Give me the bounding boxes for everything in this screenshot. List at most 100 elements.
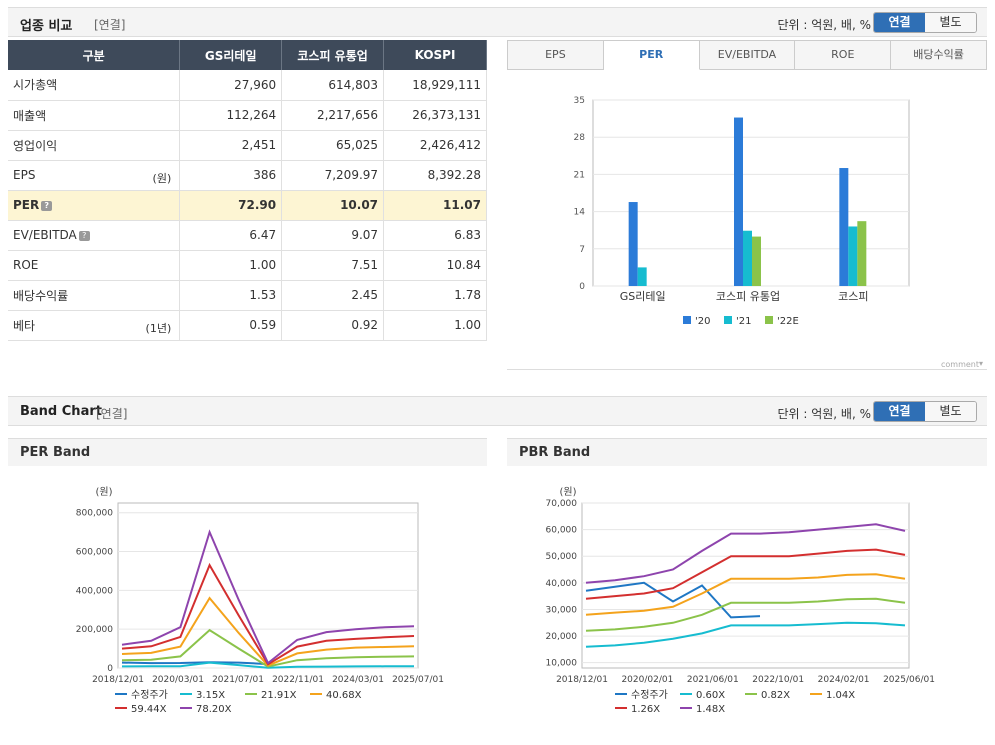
bar	[752, 236, 761, 286]
comment-bar: comment ▾	[507, 358, 987, 370]
row-label: EPS	[13, 168, 36, 182]
y-tick-label: 800,000	[76, 509, 113, 519]
x-tick-label: 2025/06/01	[883, 675, 935, 685]
x-tick-label: 코스피	[838, 290, 868, 303]
row-label: ROE	[13, 258, 39, 272]
row-label: 시가총액	[13, 78, 58, 93]
compare-header: 업종 비교 [연결] 단위 : 억원, 배, % 연결 별도	[8, 7, 987, 37]
table-cell: 1.00	[179, 250, 283, 281]
tab-roe[interactable]: ROE	[795, 40, 892, 70]
bar	[848, 226, 858, 286]
legend-label: '20	[695, 316, 710, 327]
legend-swatch	[724, 316, 732, 324]
series-line	[585, 597, 906, 632]
compare-sub: [연결]	[94, 18, 126, 32]
col-header: 코스피 유통업	[281, 40, 385, 70]
table-cell: 1.00	[383, 310, 487, 341]
compare-table: 구분 GS리테일 코스피 유통업 KOSPI 시가총액 27,960 614,803…	[8, 40, 487, 341]
plot-area	[581, 502, 910, 669]
table-row: EPS (원) 386 7,209.97 8,392.28	[8, 160, 487, 191]
legend-swatch	[683, 316, 691, 324]
y-tick-label: 7	[579, 245, 585, 255]
table-cell: 11.07	[383, 190, 487, 221]
legend-label: 수정주가	[631, 689, 668, 701]
row-unit: (1년)	[145, 321, 172, 335]
bar	[734, 117, 743, 286]
y-tick-label: 60,000	[546, 526, 578, 536]
row-label: PER	[13, 198, 40, 212]
compare-unit: 단위 : 억원, 배, %	[777, 18, 871, 32]
y-tick-label: 600,000	[76, 548, 113, 558]
table-cell: 2.45	[281, 280, 385, 311]
tab-per[interactable]: PER	[603, 40, 700, 70]
per-band-chart: (원) 0 200,000 400,000 600,000 800,000 2018/12/…	[76, 486, 444, 715]
bar	[857, 221, 867, 286]
series-line	[121, 529, 415, 665]
legend-label: 수정주가	[131, 689, 168, 701]
table-row: 영업이익 2,451 65,025 2,426,412	[8, 130, 487, 161]
series-line	[585, 523, 906, 584]
y-tick-label: 35	[574, 96, 585, 106]
y-tick-label: 30,000	[546, 605, 578, 615]
row-label-cell: EV/EBITDA?	[8, 220, 181, 251]
bar	[637, 267, 647, 286]
tab-eps[interactable]: EPS	[507, 40, 604, 70]
table-cell: 614,803	[281, 70, 385, 101]
table-row: 배당수익률 1.53 2.45 1.78	[8, 280, 487, 311]
table-cell: 6.83	[383, 220, 487, 251]
legend-label: 1.48X	[696, 704, 725, 715]
bar	[839, 168, 849, 286]
col-header: GS리테일	[179, 40, 283, 70]
band-header: Band Chart [연결] 단위 : 억원, 배, % 연결 별도	[8, 396, 987, 426]
band-toggle: 연결 별도	[873, 401, 977, 422]
band-consolidated-button[interactable]: 연결	[874, 402, 925, 421]
series-line	[585, 581, 761, 619]
series-line	[121, 596, 415, 667]
table-cell: 2,217,656	[281, 100, 385, 131]
table-cell: 72.90	[179, 190, 283, 221]
x-tick-label: 2024/02/01	[818, 675, 870, 685]
help-icon[interactable]: ?	[41, 200, 53, 211]
pbr-band-chart: (원) 10,000 20,000 30,000 40,000 50,000 60,000 7…	[546, 486, 935, 715]
separate-button[interactable]: 별도	[925, 13, 976, 32]
x-tick-label: 코스피 유통업	[716, 290, 780, 303]
x-tick-label: 2018/12/01	[92, 675, 144, 685]
table-cell: 0.59	[179, 310, 283, 341]
table-cell: 112,264	[179, 100, 283, 131]
tab-ev-ebitda[interactable]: EV/EBITDA	[699, 40, 796, 70]
table-cell: 8,392.28	[383, 160, 487, 191]
table-row: 베타 (1년) 0.59 0.92 1.00	[8, 310, 487, 341]
help-icon[interactable]: ?	[78, 230, 90, 241]
series-line	[121, 628, 415, 668]
row-label-cell: EPS (원)	[8, 160, 181, 191]
series-line	[121, 661, 414, 669]
col-header: KOSPI	[383, 40, 487, 70]
legend-label: '22E	[777, 316, 799, 327]
x-tick-label: 2022/11/01	[272, 675, 324, 685]
consolidated-button[interactable]: 연결	[874, 13, 925, 32]
x-tick-label: 2020/03/01	[152, 675, 204, 685]
y-tick-label: 70,000	[546, 499, 578, 509]
band-unit: 단위 : 억원, 배, %	[777, 407, 871, 421]
series-line	[121, 661, 269, 666]
x-tick-label: 2021/07/01	[212, 675, 264, 685]
legend-label: 59.44X	[131, 704, 167, 715]
table-row: PER? 72.90 10.07 11.07	[8, 190, 487, 221]
row-unit: (원)	[152, 171, 172, 185]
y-tick-label: 0	[579, 282, 585, 292]
x-tick-label: 2020/02/01	[621, 675, 673, 685]
legend-label: 0.82X	[761, 690, 790, 701]
y-tick-label: 200,000	[76, 625, 113, 635]
row-label: 영업이익	[13, 138, 58, 153]
table-cell: 27,960	[179, 70, 283, 101]
tab-dividend-yield[interactable]: 배당수익률	[891, 40, 987, 70]
row-label: 매출액	[13, 108, 47, 123]
legend-label: '21	[736, 316, 751, 327]
series-line	[585, 621, 906, 648]
table-cell: 26,373,131	[383, 100, 487, 131]
y-axis-unit: (원)	[95, 486, 112, 498]
band-separate-button[interactable]: 별도	[925, 402, 976, 421]
bar	[743, 230, 752, 286]
y-tick-label: 14	[574, 208, 586, 218]
comment-toggle[interactable]: comment ▾	[940, 359, 983, 369]
